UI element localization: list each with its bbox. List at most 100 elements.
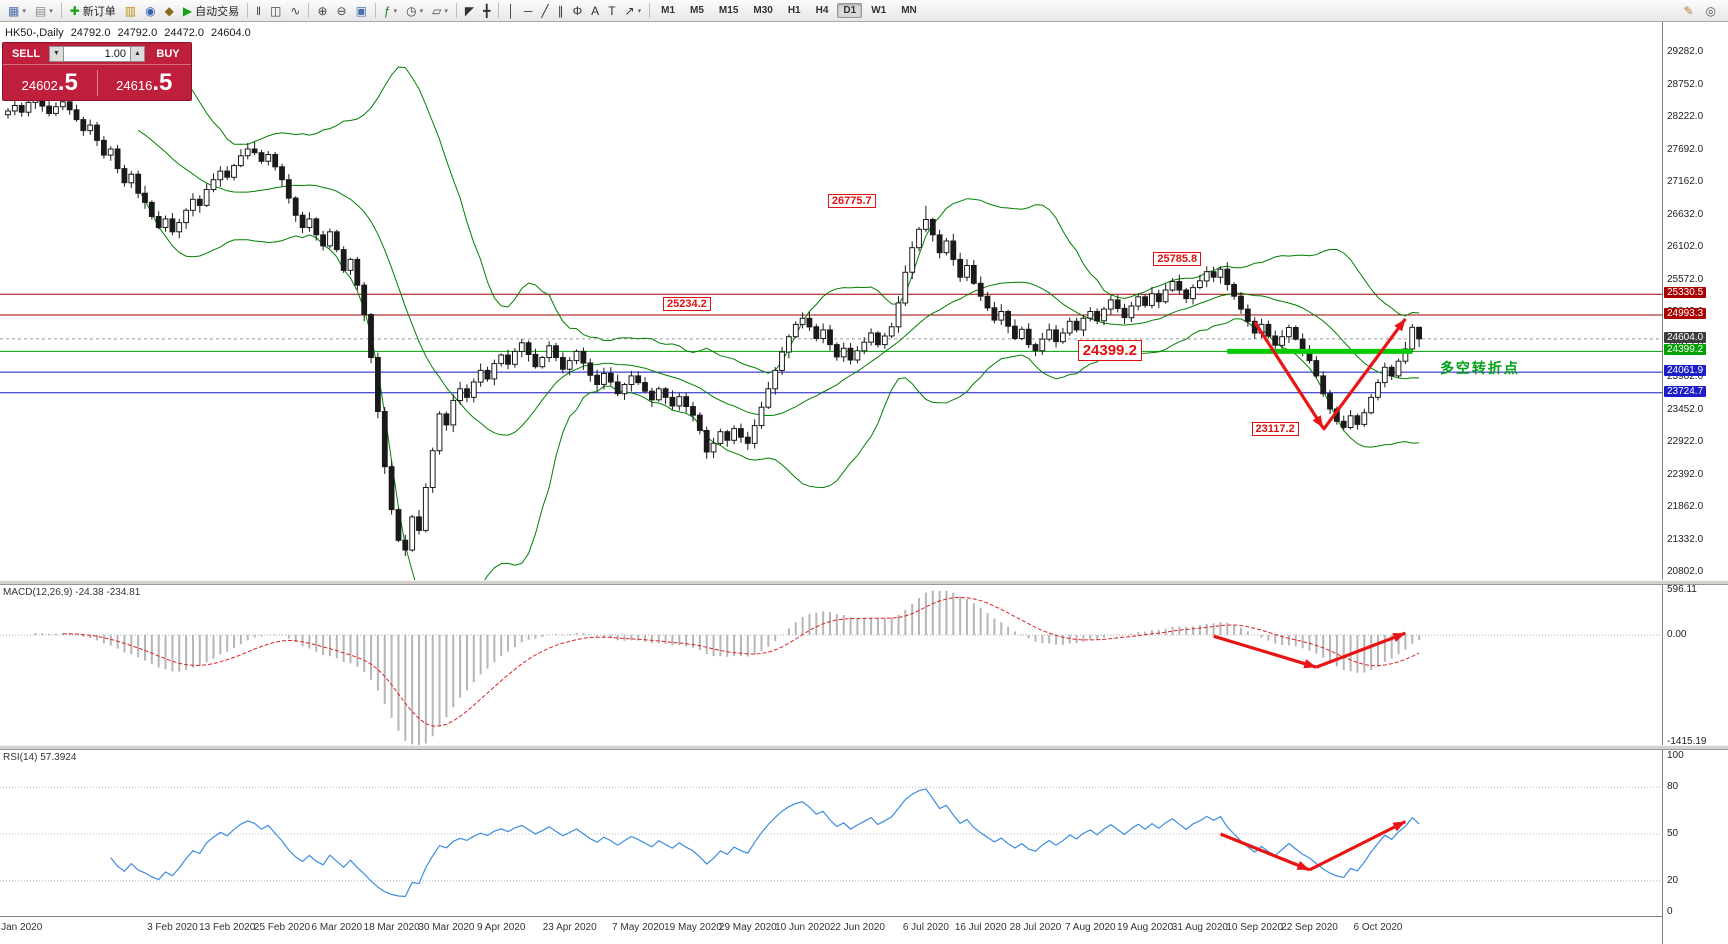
trend-arrow-rsi-1 [1308,820,1407,872]
shapes-icon: ↗ [624,3,635,18]
volume-decrease-button[interactable]: ▼ [49,45,64,62]
candle-body [1169,281,1176,291]
timeframe-button-m30[interactable]: M30 [753,5,773,16]
horizontal-line-icon[interactable]: ─ [520,1,537,21]
symbol-period-label: HK50-,Daily [5,27,64,39]
rsi-line [110,788,1420,898]
buy-price-button[interactable]: 24616.5 [98,70,192,95]
toolbar-separator [498,3,500,18]
sell-button[interactable]: SELL [11,47,41,60]
indicators-icon[interactable]: ƒ ▾ [380,1,401,21]
price-axis-value: 23452.0 [1667,403,1704,415]
toolbar: ▦ ▾ ▤ ▾ ✚ 新订单 ▥ ◉ ◆ ▶ 自动交易 ‖ ◫ ∿ ⊕ ⊖ ▣ ƒ ▾ ◷ ▾ ▱ ▾ ◤ ╋ │ ─ ╱ ∥ Φ A T ↗ ▾ M… [0,0,1728,22]
candle-body [1162,289,1169,303]
candle-body [717,431,724,444]
volume-input[interactable]: 1.00 [64,45,130,62]
fibonacci-icon[interactable]: Φ [569,1,587,21]
candle-body [1381,366,1388,384]
candle-body [916,228,922,249]
candle-body [1121,307,1128,319]
bollinger-middle [137,129,1420,436]
sell-price-button[interactable]: 24602.5 [3,68,97,96]
timeframe-button-h1[interactable]: H1 [787,5,801,16]
volume-increase-button[interactable]: ▲ [130,45,145,62]
buy-button[interactable]: BUY [156,47,180,60]
price-axis[interactable]: 29282.0 28752.0 28222.0 27692.0 27162.0 26632… [1662,22,1728,944]
crosshair-icon[interactable]: ╋ [479,1,494,21]
autotrading-button[interactable]: ▶ 自动交易 [179,1,243,21]
chart-header: HK50-,Daily 24792.0 24792.0 24472.0 2460… [5,27,251,39]
label-icon[interactable]: T [604,1,619,21]
candle-body [683,396,690,408]
trend-arrow-main-1-head [1394,318,1406,332]
bars-chart-icon[interactable]: ‖ [252,1,265,21]
candle-body [909,247,916,273]
profiles-icon[interactable]: ▤ ▾ [31,1,57,21]
timeframe-button-mn[interactable]: MN [901,5,917,16]
candle-body [875,332,881,346]
search-icon[interactable]: ◎ [1702,1,1720,21]
candle-body [594,374,601,385]
candle-body [238,155,244,167]
label-icon: T [608,3,616,18]
channel-icon[interactable]: ∥ [554,1,568,21]
candle-body [546,345,553,358]
timeframe-button-m15[interactable]: M15 [718,5,739,16]
cursor-icon[interactable]: ◤ [461,1,478,21]
time-axis[interactable]: Jan 2020 3 Feb 2020 13 Feb 2020 25 Feb 2020… [0,916,1662,944]
tile-windows-icon[interactable]: ▣ [352,1,371,21]
candle-body [1142,296,1148,306]
candle-body [121,168,128,184]
pane-separator-macd[interactable] [0,580,1728,585]
zoom-in-icon[interactable]: ⊕ [313,1,331,21]
candle-body [285,179,292,199]
chart-window-icon: ▥ [124,3,137,18]
price-tag: 23117.2 [1251,422,1299,437]
zoom-out-icon[interactable]: ⊖ [333,1,351,21]
candle-body [827,329,833,346]
candlestick-chart-icon[interactable]: ◫ [266,1,285,21]
chart-window-icon[interactable]: ▥ [121,1,140,21]
pane-separator-rsi[interactable] [0,745,1728,750]
candle-body [1347,415,1354,428]
periods-icon[interactable]: ◷ ▾ [402,1,427,21]
candle-body [991,307,998,321]
vertical-line-icon[interactable]: │ [503,1,519,21]
fibonacci-icon: Φ [572,3,583,18]
rsi-axis-value: 100 [1667,750,1684,761]
candle-body [1155,293,1162,303]
price-axis-value: 29282.0 [1667,46,1704,57]
date-tick-label: 22 Sep 2020 [1281,922,1338,933]
candle-body [1025,328,1032,346]
pencil-icon[interactable]: ✎ [1679,1,1697,21]
candle-body [1197,280,1203,288]
timeframe-button-d1[interactable]: D1 [837,3,863,18]
text-icon[interactable]: A [587,1,603,21]
main-chart-layer [0,64,1662,580]
candle-body [368,314,374,359]
candle-body [861,341,868,352]
date-tick-label: 6 Oct 2020 [1353,922,1403,933]
sell-price-pip: .5 [57,68,78,96]
new-order-button[interactable]: ✚ 新订单 [66,1,120,21]
price-axis-value: 28222.0 [1667,111,1704,122]
charts-grid-icon[interactable]: ▦ ▾ [4,1,30,21]
trendline-icon[interactable]: ╱ [537,1,552,21]
script-icon[interactable]: ◆ [161,1,178,21]
candle-body [59,101,66,108]
candle-body [244,148,251,157]
candle-body [5,110,11,116]
one-click-trading-panel: SELL ▼ 1.00 ▲ BUY 24602.5 24616.5 [2,42,192,101]
timeframe-button-h4[interactable]: H4 [815,5,829,16]
candle-body [943,240,950,254]
bollinger-lower [137,188,1420,580]
timeframe-button-m1[interactable]: M1 [661,5,676,16]
timeframe-button-w1[interactable]: W1 [871,5,887,16]
line-chart-icon[interactable]: ∿ [286,1,304,21]
timeframe-button-m5[interactable]: M5 [690,5,704,16]
date-tick-label: 13 Feb 2020 [199,922,256,933]
templates-icon[interactable]: ▱ ▾ [428,1,452,21]
alerts-icon[interactable]: ◉ [141,1,159,21]
shapes-icon[interactable]: ↗ ▾ [621,1,646,21]
